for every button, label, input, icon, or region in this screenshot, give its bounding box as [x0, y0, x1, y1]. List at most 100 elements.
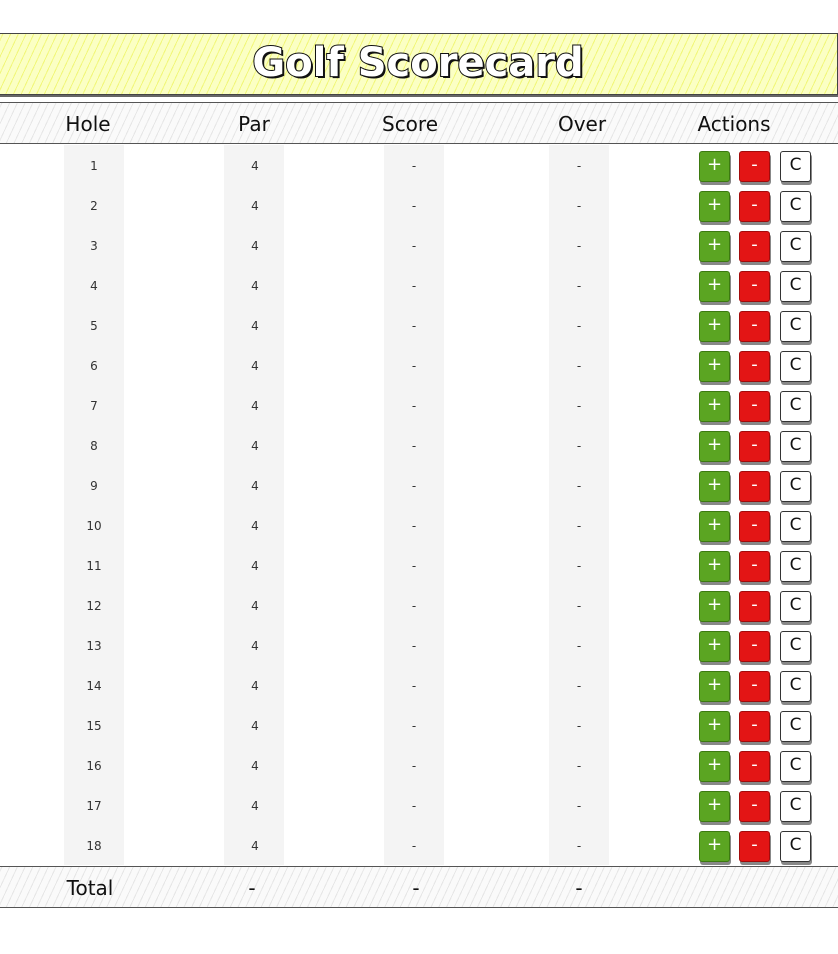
- increment-score-button[interactable]: +: [699, 351, 730, 382]
- over-value: -: [576, 439, 582, 453]
- over-column-bg: [549, 145, 609, 865]
- over-value: -: [576, 839, 582, 853]
- decrement-score-button[interactable]: -: [739, 511, 770, 542]
- clear-score-button[interactable]: C: [780, 191, 811, 222]
- header-over: Over: [557, 112, 607, 136]
- clear-score-button[interactable]: C: [780, 391, 811, 422]
- decrement-score-button[interactable]: -: [739, 671, 770, 702]
- decrement-score-button[interactable]: -: [739, 351, 770, 382]
- clear-score-button[interactable]: C: [780, 751, 811, 782]
- decrement-score-button[interactable]: -: [739, 631, 770, 662]
- clear-score-button[interactable]: C: [780, 831, 811, 862]
- decrement-score-button[interactable]: -: [739, 271, 770, 302]
- decrement-score-button[interactable]: -: [739, 591, 770, 622]
- over-value: -: [576, 639, 582, 653]
- decrement-score-button[interactable]: -: [739, 751, 770, 782]
- increment-score-button[interactable]: +: [699, 311, 730, 342]
- score-value: -: [411, 439, 417, 453]
- increment-score-button[interactable]: +: [699, 391, 730, 422]
- hole-number: 12: [86, 599, 102, 613]
- clear-score-button[interactable]: C: [780, 271, 811, 302]
- increment-score-button[interactable]: +: [699, 191, 730, 222]
- increment-score-button[interactable]: +: [699, 831, 730, 862]
- clear-score-button[interactable]: C: [780, 351, 811, 382]
- score-column-bg: [384, 145, 444, 865]
- decrement-score-button[interactable]: -: [739, 791, 770, 822]
- increment-score-button[interactable]: +: [699, 751, 730, 782]
- increment-score-button[interactable]: +: [699, 471, 730, 502]
- score-value: -: [411, 399, 417, 413]
- page-title: Golf Scorecard: [251, 39, 584, 87]
- header-hole: Hole: [65, 112, 111, 136]
- par-value: 4: [251, 199, 259, 213]
- decrement-score-button[interactable]: -: [739, 831, 770, 862]
- hole-number: 11: [86, 559, 102, 573]
- par-value: 4: [251, 479, 259, 493]
- table-row: 12 4- - + - C: [0, 586, 838, 626]
- over-value: -: [576, 359, 582, 373]
- score-value: -: [411, 639, 417, 653]
- decrement-score-button[interactable]: -: [739, 431, 770, 462]
- hole-number: 7: [90, 399, 98, 413]
- clear-score-button[interactable]: C: [780, 791, 811, 822]
- increment-score-button[interactable]: +: [699, 671, 730, 702]
- decrement-score-button[interactable]: -: [739, 311, 770, 342]
- par-value: 4: [251, 639, 259, 653]
- clear-score-button[interactable]: C: [780, 431, 811, 462]
- clear-score-button[interactable]: C: [780, 591, 811, 622]
- table-row: 8 4- - + - C: [0, 426, 838, 466]
- score-value: -: [411, 719, 417, 733]
- hole-number: 6: [90, 359, 98, 373]
- par-value: 4: [251, 599, 259, 613]
- decrement-score-button[interactable]: -: [739, 151, 770, 182]
- clear-score-button[interactable]: C: [780, 231, 811, 262]
- increment-score-button[interactable]: +: [699, 711, 730, 742]
- clear-score-button[interactable]: C: [780, 311, 811, 342]
- increment-score-button[interactable]: +: [699, 511, 730, 542]
- clear-score-button[interactable]: C: [780, 151, 811, 182]
- clear-score-button[interactable]: C: [780, 711, 811, 742]
- hole-number: 4: [90, 279, 98, 293]
- total-score: -: [412, 876, 420, 900]
- par-value: 4: [251, 319, 259, 333]
- decrement-score-button[interactable]: -: [739, 471, 770, 502]
- over-value: -: [576, 559, 582, 573]
- decrement-score-button[interactable]: -: [739, 551, 770, 582]
- total-par: -: [248, 876, 256, 900]
- decrement-score-button[interactable]: -: [739, 711, 770, 742]
- par-value: 4: [251, 159, 259, 173]
- increment-score-button[interactable]: +: [699, 431, 730, 462]
- clear-score-button[interactable]: C: [780, 631, 811, 662]
- header-score: Score: [381, 112, 439, 136]
- increment-score-button[interactable]: +: [699, 591, 730, 622]
- hole-number: 17: [86, 799, 102, 813]
- over-value: -: [576, 239, 582, 253]
- increment-score-button[interactable]: +: [699, 631, 730, 662]
- increment-score-button[interactable]: +: [699, 231, 730, 262]
- decrement-score-button[interactable]: -: [739, 231, 770, 262]
- table-row: 10 4- - + - C: [0, 506, 838, 546]
- score-value: -: [411, 559, 417, 573]
- clear-score-button[interactable]: C: [780, 471, 811, 502]
- increment-score-button[interactable]: +: [699, 551, 730, 582]
- over-value: -: [576, 279, 582, 293]
- par-value: 4: [251, 399, 259, 413]
- clear-score-button[interactable]: C: [780, 551, 811, 582]
- clear-score-button[interactable]: C: [780, 671, 811, 702]
- par-value: 4: [251, 679, 259, 693]
- table-row: 15 4- - + - C: [0, 706, 838, 746]
- increment-score-button[interactable]: +: [699, 791, 730, 822]
- hole-number: 10: [86, 519, 102, 533]
- par-value: 4: [251, 239, 259, 253]
- par-value: 4: [251, 519, 259, 533]
- clear-score-button[interactable]: C: [780, 511, 811, 542]
- increment-score-button[interactable]: +: [699, 151, 730, 182]
- total-row: Total - - -: [0, 866, 838, 908]
- over-value: -: [576, 599, 582, 613]
- score-value: -: [411, 199, 417, 213]
- decrement-score-button[interactable]: -: [739, 391, 770, 422]
- decrement-score-button[interactable]: -: [739, 191, 770, 222]
- score-value: -: [411, 799, 417, 813]
- increment-score-button[interactable]: +: [699, 271, 730, 302]
- score-value: -: [411, 279, 417, 293]
